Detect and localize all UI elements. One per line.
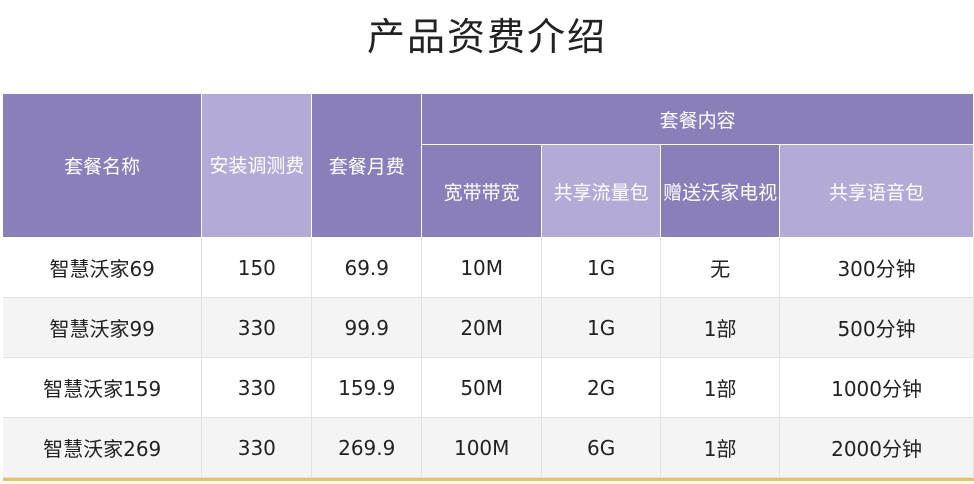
pricing-table: 套餐名称 安装调测费 套餐月费 套餐内容 宽带带宽 共享流量包 赠送沃家电视 共… [3,94,974,478]
cell-package-name: 智慧沃家159 [3,357,203,418]
header-broadband: 宽带带宽 [421,144,543,238]
bottom-accent-line [3,478,974,481]
cell-package-name: 智慧沃家269 [3,417,203,478]
cell-shared-voice: 1000分钟 [779,357,974,418]
cell-broadband: 50M [421,357,543,418]
table-row: 智慧沃家69 150 69.9 10M 1G 无 300分钟 [3,237,974,298]
cell-package-name: 智慧沃家99 [3,297,203,358]
cell-gift-tv: 1部 [660,297,781,358]
cell-monthly-fee: 99.9 [311,297,423,358]
table-row: 智慧沃家269 330 269.9 100M 6G 1部 2000分钟 [3,417,974,478]
header-shared-voice: 共享语音包 [779,144,974,238]
cell-shared-data: 6G [541,417,662,478]
cell-shared-data: 1G [541,297,662,358]
cell-broadband: 10M [421,237,543,298]
header-package-name: 套餐名称 [3,94,203,238]
cell-shared-data: 2G [541,357,662,418]
cell-shared-voice: 500分钟 [779,297,974,358]
table-row: 智慧沃家159 330 159.9 50M 2G 1部 1000分钟 [3,357,974,418]
cell-install-fee: 330 [201,417,313,478]
header-gift-tv: 赠送沃家电视 [660,144,781,238]
cell-package-name: 智慧沃家69 [3,237,203,298]
header-monthly-fee: 套餐月费 [311,94,423,238]
cell-install-fee: 330 [201,297,313,358]
cell-shared-voice: 2000分钟 [779,417,974,478]
cell-install-fee: 330 [201,357,313,418]
cell-monthly-fee: 269.9 [311,417,423,478]
header-install-fee: 安装调测费 [201,94,313,238]
cell-monthly-fee: 159.9 [311,357,423,418]
cell-gift-tv: 1部 [660,417,781,478]
cell-gift-tv: 1部 [660,357,781,418]
cell-broadband: 20M [421,297,543,358]
cell-monthly-fee: 69.9 [311,237,423,298]
cell-install-fee: 150 [201,237,313,298]
header-package-contents: 套餐内容 [421,94,974,145]
page-title: 产品资费介绍 [366,15,607,59]
cell-shared-data: 1G [541,237,662,298]
cell-shared-voice: 300分钟 [779,237,974,298]
table-row: 智慧沃家99 330 99.9 20M 1G 1部 500分钟 [3,297,974,358]
cell-gift-tv: 无 [660,237,781,298]
cell-broadband: 100M [421,417,543,478]
header-shared-data: 共享流量包 [541,144,662,238]
